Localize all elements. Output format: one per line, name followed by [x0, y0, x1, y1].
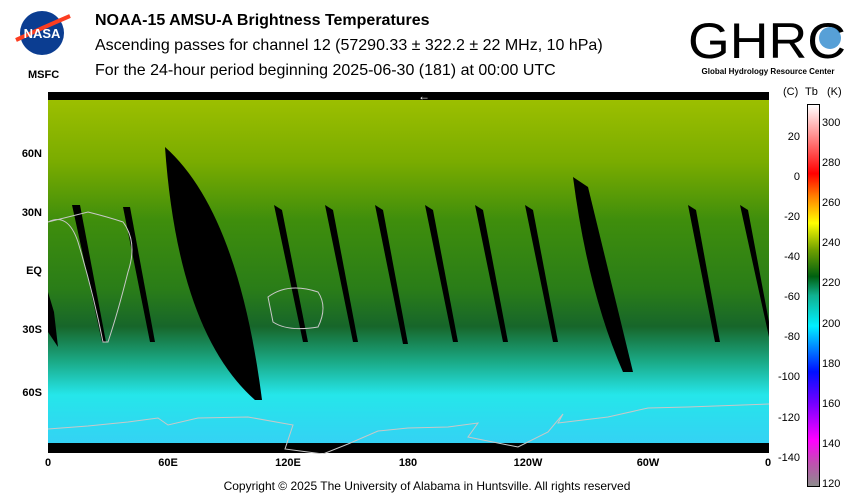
colorbar-label-c: (C): [783, 86, 799, 98]
colorbar-kelvin-tick: 180: [822, 357, 841, 370]
bottom-band: [48, 443, 769, 453]
direction-arrow: ←: [418, 92, 430, 103]
colorbar-kelvin-tick: 200: [822, 317, 841, 330]
y-tick-label: 60S: [22, 387, 42, 399]
swath-gap: [165, 147, 262, 400]
chart-period: For the 24-hour period beginning 2025-06…: [95, 62, 556, 79]
colorbar-label-k: (K): [827, 86, 842, 98]
temperature-field: [48, 100, 769, 443]
data-gaps: [48, 147, 769, 400]
x-tick-label: 120E: [275, 457, 301, 469]
colorbar-kelvin-tick: 140: [822, 437, 841, 450]
x-tick-label: 60W: [636, 457, 660, 469]
swath-gap: [740, 205, 769, 337]
swath-gap: [274, 205, 308, 342]
nasa-logo-text: NASA: [24, 26, 61, 41]
chart-title: NOAA-15 AMSU-A Brightness Temperatures: [95, 12, 430, 29]
ghrc-logo-caption: Global Hydrology Resource Center: [702, 67, 835, 76]
y-tick-label: EQ: [26, 265, 42, 277]
top-band: [48, 92, 769, 100]
ghrc-logo: GHRC Global Hydrology Resource Center: [688, 13, 846, 76]
x-tick-label: 0: [764, 457, 772, 469]
chart-subtitle: Ascending passes for channel 12 (57290.3…: [95, 37, 603, 54]
swath-gap: [325, 205, 358, 342]
swath-gap: [573, 177, 633, 372]
colorbar-kelvin-tick: 160: [822, 397, 841, 410]
colorbar-celsius-tick: 0: [793, 170, 800, 183]
swath-gap: [475, 205, 508, 342]
y-tick-label: 30N: [21, 207, 42, 219]
colorbar-label-tb: Tb: [805, 86, 818, 98]
colorbar-celsius-tick: -40: [784, 251, 800, 264]
colorbar-celsius-tick: 20: [787, 130, 800, 143]
coastlines: [48, 211, 769, 454]
colorbar-celsius-tick: -140: [777, 451, 800, 464]
colorbar-kelvin-tick: 300: [822, 117, 841, 130]
colorbar-celsius-tick: -80: [784, 331, 800, 344]
globe-icon: [819, 27, 841, 49]
colorbar-celsius-tick: -120: [777, 411, 800, 424]
colorbar-celsius-tick: -100: [777, 371, 800, 384]
colorbar-kelvin-tick: 260: [822, 197, 841, 210]
colorbar-kelvin-tick: 280: [822, 157, 841, 170]
nasa-logo: NASA: [15, 11, 71, 55]
swath-gap: [425, 205, 458, 342]
swath-gap: [48, 292, 58, 347]
colorbar-celsius-tick: -20: [784, 210, 800, 223]
colorbar-kelvin-tick: 120: [822, 478, 841, 490]
swath-gap: [525, 205, 558, 342]
x-tick-label: 0: [44, 457, 52, 469]
colorbar: [807, 104, 820, 487]
x-tick-label: 60E: [158, 457, 178, 469]
colorbar-celsius-tick: -60: [784, 291, 800, 304]
swath-gap: [72, 205, 106, 342]
msfc-label: MSFC: [28, 69, 60, 81]
swath-gap: [688, 205, 720, 342]
brightness-map: ←: [48, 92, 769, 454]
x-tick-label: 120W: [513, 457, 543, 469]
colorbar-kelvin-tick: 220: [822, 277, 841, 290]
colorbar-kelvin-tick: 240: [822, 237, 841, 250]
swath-gap: [375, 205, 408, 344]
y-tick-label: 30S: [22, 324, 42, 336]
x-tick-label: 180: [398, 457, 418, 469]
copyright: Copyright © 2025 The University of Alaba…: [223, 479, 631, 493]
y-tick-label: 60N: [21, 148, 42, 160]
